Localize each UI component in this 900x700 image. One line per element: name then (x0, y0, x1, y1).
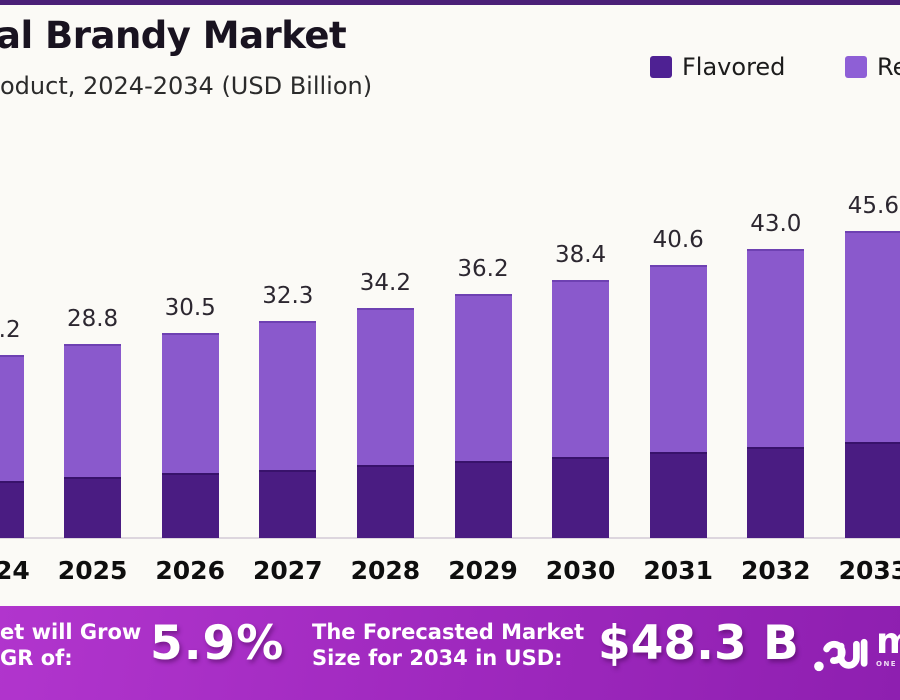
x-axis-label-2027: 2027 (253, 556, 323, 585)
bar-segment-regular-2025 (64, 344, 122, 477)
x-axis-label-2025: 2025 (57, 556, 128, 585)
bar-segment-regular-2031 (649, 265, 707, 452)
cagr-note-line2: GR of: (0, 646, 73, 670)
x-axis-label-2032: 2032 (741, 556, 811, 585)
bottom-banner: et will Grow GR of: 5.9% The Forecasted … (0, 606, 900, 700)
bar-segment-regular-2032 (747, 249, 805, 447)
legend-swatch-regular-icon (845, 56, 867, 78)
brand-logo: m ONE S (812, 624, 900, 674)
bar-segment-regular-2024 (0, 355, 24, 481)
top-accent-strip (0, 0, 900, 5)
bar-segment-flavored-2028 (356, 465, 414, 538)
bar-segment-flavored-2025 (64, 477, 122, 538)
bar-segment-flavored-2026 (161, 473, 219, 538)
bar-segment-regular-2029 (454, 294, 512, 461)
bar-total-label-2027: 32.3 (262, 283, 314, 309)
forecast-label: The Forecasted Market Size for 2034 in U… (312, 619, 584, 671)
bar-total-label-2028: 34.2 (359, 270, 411, 296)
legend-swatch-flavored-icon (650, 56, 672, 78)
bar-total-label-2024: 27.2 (0, 317, 21, 343)
bar-segment-regular-2028 (356, 308, 414, 465)
cagr-note: et will Grow GR of: (0, 619, 141, 671)
bar-total-label-2029: 36.2 (457, 256, 509, 282)
legend-item-regular: Regular (845, 53, 900, 81)
bar-total-label-2026: 30.5 (164, 295, 216, 321)
bar-total-label-2031: 40.6 (652, 227, 704, 253)
bar-segment-flavored-2030 (552, 457, 610, 538)
x-axis-label-2024: 2024 (0, 556, 30, 585)
legend-item-flavored: Flavored (650, 53, 785, 81)
x-axis-line (0, 537, 900, 539)
x-axis-label-2029: 2029 (448, 556, 518, 585)
forecast-label-line1: The Forecasted Market (312, 620, 585, 644)
cagr-value: 5.9% (150, 616, 285, 671)
brand-tagline: ONE S (876, 660, 900, 668)
page-subtitle: oduct, 2024-2034 (USD Billion) (0, 72, 373, 100)
brand-wordmark: m ONE S (876, 621, 900, 669)
bar-total-label-2032: 43.0 (750, 211, 802, 237)
page-title: al Brandy Market (0, 14, 347, 57)
brand-swirl-icon (814, 638, 868, 672)
x-axis-label-2028: 2028 (350, 556, 421, 585)
brand-wordmark-letter: m (876, 621, 900, 662)
bar-segment-regular-2027 (259, 321, 317, 470)
bar-total-label-2030: 38.4 (554, 242, 607, 268)
bar-segment-flavored-2024 (0, 481, 24, 538)
bar-total-label-2025: 28.8 (66, 306, 119, 332)
bar-segment-regular-2026 (161, 333, 219, 473)
forecast-value: $48.3 B (598, 616, 799, 671)
bar-segment-regular-2033 (844, 231, 900, 442)
x-axis-label-2026: 2026 (155, 556, 225, 585)
bar-segment-flavored-2031 (649, 452, 707, 538)
x-axis-label-2030: 2030 (545, 556, 616, 585)
bar-segment-flavored-2032 (747, 447, 805, 538)
chart-area: 27.2 2024 28.8 2025 30.5 2026 32.3 2027 34.2 2028… (0, 193, 900, 585)
bar-segment-regular-2030 (552, 280, 610, 457)
bar-total-label-2033: 45.6 (847, 193, 899, 219)
bar-segment-flavored-2027 (259, 470, 317, 538)
x-axis-label-2031: 2031 (643, 556, 713, 585)
bar-segment-flavored-2033 (844, 442, 900, 538)
forecast-label-line2: Size for 2034 in USD: (312, 646, 563, 670)
x-axis-label-2033: 2033 (838, 556, 900, 585)
legend-label-flavored: Flavored (682, 53, 786, 81)
legend-label-regular: Regular (877, 53, 900, 81)
bar-segment-flavored-2029 (454, 461, 512, 538)
cagr-note-line1: et will Grow (0, 620, 142, 644)
